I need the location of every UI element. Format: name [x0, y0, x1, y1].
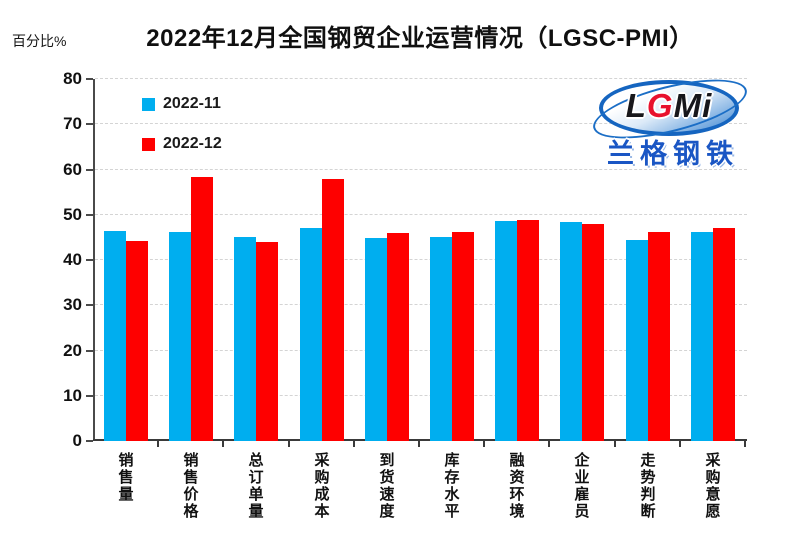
y-tick-label-0: 0 — [72, 431, 82, 450]
x-category-label: 库 存 水 平 — [444, 452, 460, 520]
bar — [691, 231, 713, 441]
bar — [560, 222, 582, 441]
bar — [322, 179, 344, 441]
y-axis-tick-40 — [86, 259, 93, 261]
x-category-label: 走 势 判 断 — [640, 452, 656, 520]
y-axis-line — [93, 79, 95, 441]
bar — [430, 236, 452, 441]
legend-swatch-blue — [142, 97, 155, 111]
y-tick-label-20: 20 — [63, 340, 82, 360]
gridline-50 — [95, 213, 747, 215]
bar — [104, 231, 126, 441]
bar — [126, 241, 148, 441]
y-axis-tick-0 — [86, 440, 93, 442]
bar — [495, 221, 517, 441]
x-category-label: 采 购 意 愿 — [705, 452, 721, 520]
logo-letter-L: L — [625, 87, 647, 124]
logo-ellipse — [599, 80, 739, 136]
x-axis-tick-4 — [353, 441, 355, 447]
x-axis-tick-10 — [744, 441, 746, 447]
bar — [582, 223, 604, 441]
logo-letter-i: i — [702, 87, 713, 124]
x-axis-tick-2 — [222, 441, 224, 447]
x-category-label: 采 购 成 本 — [314, 452, 330, 520]
y-tick-label-60: 60 — [63, 159, 82, 179]
legend-label: 2022-11 — [163, 95, 221, 112]
gridline-20 — [95, 349, 747, 351]
bar — [365, 237, 387, 441]
bar — [191, 176, 213, 441]
x-category-label: 总 订 单 量 — [248, 452, 264, 520]
x-axis-line — [93, 439, 747, 441]
legend-label: 2022-12 — [163, 135, 222, 152]
gridline-10 — [95, 394, 747, 396]
lgmi-logo: LGMi 兰格钢铁 — [585, 67, 755, 169]
bar — [713, 228, 735, 441]
y-axis-tick-30 — [86, 304, 93, 307]
legend-item-2022-12: 2022-12 — [142, 135, 222, 152]
gridline-40 — [95, 259, 747, 260]
x-axis-tick-8 — [614, 441, 616, 447]
logo-wordmark: LGMi — [599, 84, 739, 128]
x-axis-tick-9 — [679, 441, 681, 447]
bar — [300, 228, 322, 441]
bar — [648, 232, 670, 441]
x-category-label: 融 资 环 境 — [509, 452, 525, 520]
x-axis-tick-1 — [157, 441, 159, 447]
y-tick-label-80: 80 — [63, 69, 82, 88]
y-axis-tick-80 — [86, 78, 93, 80]
legend-swatch-red — [142, 137, 155, 151]
bar — [256, 241, 278, 441]
y-axis-tick-10 — [86, 394, 93, 397]
y-tick-label-40: 40 — [63, 250, 82, 269]
logo-letter-M: M — [673, 87, 703, 124]
bar — [452, 232, 474, 441]
bar — [517, 219, 539, 441]
x-axis-tick-5 — [418, 441, 420, 447]
x-category-label: 企 业 雇 员 — [574, 452, 590, 520]
y-tick-label-30: 30 — [63, 295, 82, 315]
gridline-70 — [95, 123, 747, 125]
gridline-80 — [95, 78, 747, 79]
x-axis-tick-7 — [548, 441, 550, 447]
bar — [234, 236, 256, 441]
y-axis-tick-70 — [86, 123, 93, 126]
y-axis-tick-50 — [86, 213, 93, 216]
x-category-label: 销 售 价 格 — [183, 452, 199, 520]
bar — [169, 231, 191, 441]
y-tick-label-50: 50 — [63, 204, 82, 224]
logo-letter-G: G — [646, 87, 674, 124]
bar — [626, 239, 648, 441]
y-axis-unit-label: 百分比% — [12, 33, 67, 49]
gridline-30 — [95, 304, 747, 306]
legend-item-2022-11: 2022-11 — [142, 95, 221, 112]
y-tick-label-70: 70 — [63, 114, 82, 134]
logo-subtext: 兰格钢铁 — [607, 139, 739, 169]
x-category-label: 销 售 量 — [118, 452, 134, 503]
chart-title: 2022年12月全国钢贸企业运营情况（LGSC-PMI） — [146, 25, 694, 52]
x-axis-tick-6 — [483, 441, 485, 447]
gridline-60 — [95, 168, 747, 170]
bar — [387, 232, 409, 441]
x-axis-tick-3 — [288, 441, 290, 447]
y-axis-tick-20 — [86, 349, 93, 352]
x-category-label: 到 货 速 度 — [379, 452, 395, 520]
y-axis-tick-60 — [86, 168, 93, 171]
y-tick-label-10: 10 — [63, 385, 82, 405]
